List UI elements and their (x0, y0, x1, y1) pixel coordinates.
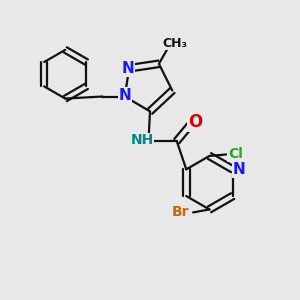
Text: N: N (233, 162, 245, 177)
Text: Br: Br (172, 206, 189, 219)
Text: N: N (118, 88, 131, 103)
Text: N: N (121, 61, 134, 76)
Text: O: O (188, 113, 202, 131)
Text: NH: NH (130, 134, 154, 148)
Text: CH₃: CH₃ (163, 37, 188, 50)
Text: Cl: Cl (228, 148, 243, 161)
